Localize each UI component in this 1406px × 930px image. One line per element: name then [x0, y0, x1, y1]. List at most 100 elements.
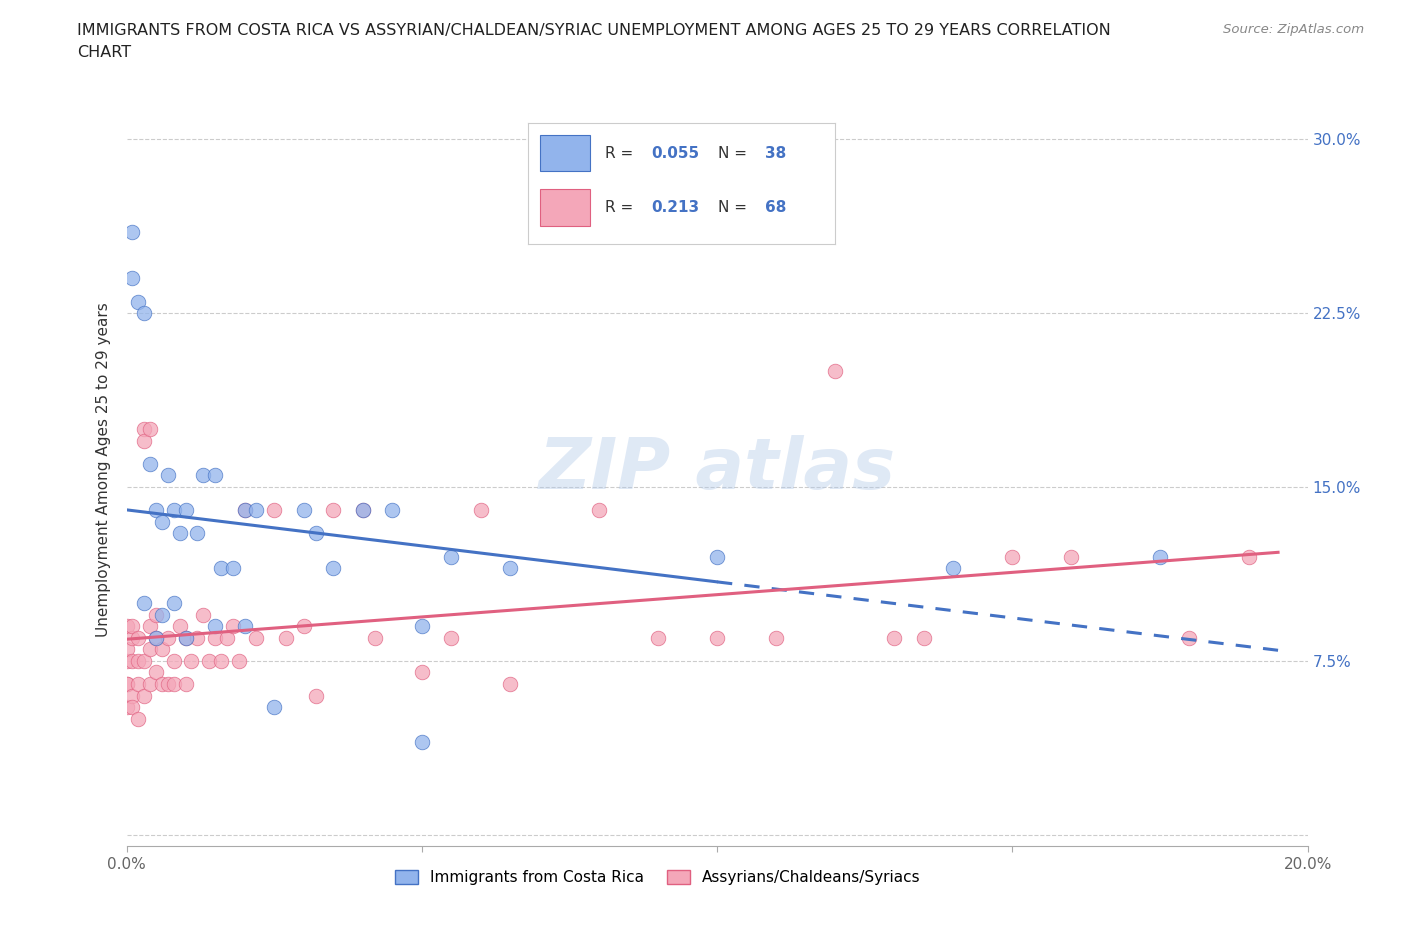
Point [209, 654, 232, 669]
Point [222, 618, 245, 633]
Point [1237, 549, 1260, 564]
Point [127, 294, 149, 309]
Point [156, 468, 179, 483]
Point [121, 631, 143, 645]
Point [169, 618, 191, 633]
Point [322, 503, 344, 518]
Point [139, 677, 162, 692]
Point [121, 688, 143, 703]
Point [121, 618, 143, 633]
Point [381, 503, 404, 518]
Point [150, 514, 173, 529]
Point [588, 503, 610, 518]
Point [1149, 549, 1171, 564]
Point [115, 677, 138, 692]
Point [145, 631, 167, 645]
Point [233, 618, 256, 633]
Point [440, 549, 463, 564]
Point [134, 688, 156, 703]
Point [139, 642, 162, 657]
Point [352, 503, 374, 518]
Point [647, 631, 669, 645]
Text: ZIP atlas: ZIP atlas [538, 435, 896, 504]
Point [706, 549, 728, 564]
Point [121, 225, 143, 240]
Point [228, 654, 250, 669]
Point [127, 677, 149, 692]
Point [163, 595, 186, 610]
Point [156, 677, 179, 692]
Point [363, 631, 385, 645]
Point [121, 699, 143, 714]
Point [145, 665, 167, 680]
Text: IMMIGRANTS FROM COSTA RICA VS ASSYRIAN/CHALDEAN/SYRIAC UNEMPLOYMENT AMONG AGES 2: IMMIGRANTS FROM COSTA RICA VS ASSYRIAN/C… [77, 23, 1111, 38]
Point [304, 526, 326, 541]
Point [245, 503, 267, 518]
Point [139, 618, 162, 633]
Point [470, 503, 492, 518]
Point [499, 561, 522, 576]
Point [139, 421, 162, 436]
Point [115, 654, 138, 669]
Point [204, 468, 226, 483]
Y-axis label: Unemployment Among Ages 25 to 29 years: Unemployment Among Ages 25 to 29 years [96, 302, 111, 637]
Point [186, 526, 208, 541]
Point [163, 654, 186, 669]
Legend: Immigrants from Costa Rica, Assyrians/Chaldeans/Syriacs: Immigrants from Costa Rica, Assyrians/Ch… [389, 864, 927, 891]
Point [912, 631, 935, 645]
Point [134, 654, 156, 669]
Point [824, 364, 846, 379]
Point [942, 561, 965, 576]
Point [127, 711, 149, 726]
Point [499, 677, 522, 692]
Point [1001, 549, 1024, 564]
Point [180, 654, 202, 669]
Point [163, 677, 186, 692]
Point [193, 607, 215, 622]
Point [411, 618, 433, 633]
Point [150, 607, 173, 622]
Point [127, 654, 149, 669]
Point [411, 665, 433, 680]
Point [274, 631, 297, 645]
Point [134, 421, 156, 436]
Point [134, 306, 156, 321]
Point [174, 503, 197, 518]
Point [198, 654, 221, 669]
Point [411, 735, 433, 750]
Point [150, 642, 173, 657]
Point [292, 503, 315, 518]
Point [145, 607, 167, 622]
Point [233, 503, 256, 518]
Point [150, 677, 173, 692]
Point [121, 654, 143, 669]
Point [1060, 549, 1083, 564]
Point [115, 642, 138, 657]
Text: Source: ZipAtlas.com: Source: ZipAtlas.com [1223, 23, 1364, 36]
Point [169, 526, 191, 541]
Point [127, 631, 149, 645]
Point [440, 631, 463, 645]
Point [245, 631, 267, 645]
Point [883, 631, 905, 645]
Point [115, 677, 138, 692]
Point [174, 677, 197, 692]
Point [1178, 631, 1201, 645]
Point [263, 699, 285, 714]
Point [209, 561, 232, 576]
Point [304, 688, 326, 703]
Point [145, 503, 167, 518]
Point [204, 631, 226, 645]
Point [139, 457, 162, 472]
Point [174, 631, 197, 645]
Point [765, 631, 787, 645]
Point [222, 561, 245, 576]
Point [292, 618, 315, 633]
Point [352, 503, 374, 518]
Point [204, 618, 226, 633]
Point [156, 631, 179, 645]
Point [233, 503, 256, 518]
Point [134, 433, 156, 448]
Point [115, 699, 138, 714]
Point [174, 631, 197, 645]
